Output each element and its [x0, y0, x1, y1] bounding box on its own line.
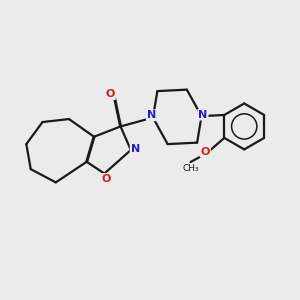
Text: N: N: [198, 110, 208, 120]
Text: N: N: [147, 110, 156, 120]
Text: O: O: [200, 147, 210, 157]
Text: N: N: [131, 143, 140, 154]
Text: CH₃: CH₃: [182, 164, 199, 172]
Text: O: O: [101, 174, 110, 184]
Text: O: O: [106, 89, 115, 99]
